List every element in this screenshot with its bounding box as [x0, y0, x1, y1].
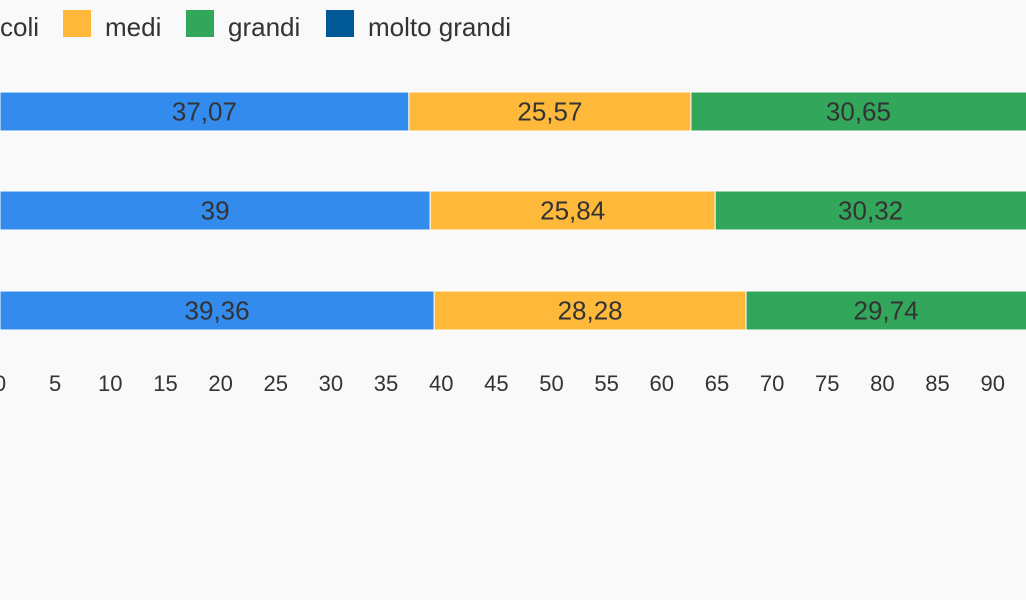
legend-swatch-medi [63, 10, 91, 37]
legend-label-coli: coli [0, 12, 39, 42]
data-label-grandi-1: 30,65 [826, 97, 891, 127]
legend-label-molto-grandi: molto grandi [368, 12, 511, 42]
data-label-grandi-2: 30,32 [838, 196, 903, 226]
x-tick-label-75: 75 [815, 371, 839, 396]
x-tick-label-40: 40 [429, 371, 453, 396]
x-tick-label-80: 80 [870, 371, 894, 396]
x-tick-label-35: 35 [374, 371, 398, 396]
x-tick-label-55: 55 [594, 371, 618, 396]
data-label-coli-3: 39,36 [185, 296, 250, 326]
x-tick-label-20: 20 [208, 371, 232, 396]
data-label-coli-1: 37,07 [172, 97, 237, 127]
data-label-grandi-3: 29,74 [853, 296, 918, 326]
bar-grandi-1 [690, 91, 1026, 132]
x-tick-label-25: 25 [264, 371, 288, 396]
x-tick-label-45: 45 [484, 371, 508, 396]
chart-data-labels: 37,07 25,57 30,65 39 25,84 30,32 39,36 28,28 29,… [172, 97, 919, 326]
bar-medi-1 [408, 91, 692, 132]
x-tick-label-0: 0 [0, 371, 6, 396]
x-tick-label-70: 70 [760, 371, 784, 396]
data-label-medi-2: 25,84 [540, 196, 605, 226]
x-tick-label-60: 60 [650, 371, 674, 396]
bar-coli-2 [0, 190, 431, 231]
legend-label-grandi: grandi [228, 12, 300, 42]
bar-coli-1 [0, 91, 410, 132]
data-label-medi-3: 28,28 [558, 296, 623, 326]
legend-label-medi: medi [105, 12, 161, 42]
data-label-coli-2: 39 [201, 196, 230, 226]
x-tick-label-15: 15 [153, 371, 177, 396]
chart-bars [0, 91, 1026, 331]
bar-coli-3 [0, 290, 435, 331]
x-tick-label-65: 65 [705, 371, 729, 396]
data-label-medi-1: 25,57 [517, 97, 582, 127]
chart-legend: coli medi grandi molto grandi [0, 10, 511, 42]
x-tick-label-30: 30 [319, 371, 343, 396]
x-axis: 0 5 10 15 20 25 30 35 40 45 50 55 60 65 70 75 80 85 90 [0, 371, 1005, 396]
x-tick-label-50: 50 [539, 371, 563, 396]
x-tick-label-10: 10 [98, 371, 122, 396]
legend-swatch-grandi [186, 10, 214, 37]
x-tick-label-85: 85 [925, 371, 949, 396]
bar-grandi-3 [745, 290, 1026, 331]
x-tick-label-5: 5 [49, 371, 61, 396]
bar-medi-3 [433, 290, 747, 331]
bar-medi-2 [429, 190, 716, 231]
x-tick-label-90: 90 [980, 371, 1004, 396]
bar-grandi-2 [714, 190, 1026, 231]
legend-swatch-molto-grandi [326, 10, 354, 37]
